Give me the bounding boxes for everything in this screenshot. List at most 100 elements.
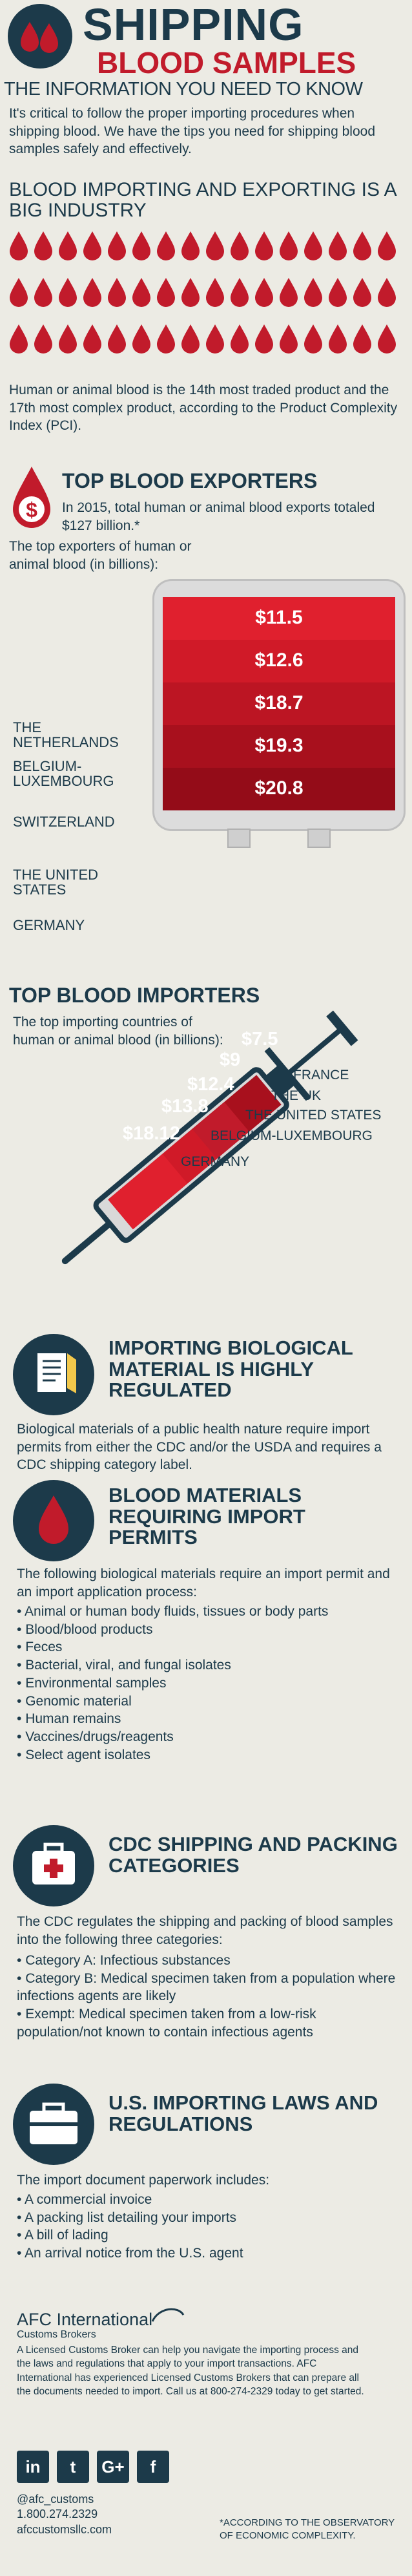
blood-drop-icon [132,324,150,354]
industry-text-wrap: Human or animal blood is the 14th most t… [0,381,412,435]
list-item: Animal or human body fluids, tissues or … [17,1603,398,1621]
blood-drop-icon [108,278,126,307]
list-item: A bill of lading [17,2226,398,2244]
blood-bag: $11.5 $12.6 $18.7 $19.3 $20.8 [152,579,406,848]
syringe-illustration [61,1010,358,1265]
list-item: Bacterial, viral, and fungal isolates [17,1656,398,1674]
handle[interactable]: @afc_customs [17,2493,94,2506]
blood-drop-icon [34,231,52,260]
importers-section: TOP BLOOD IMPORTERS The top importing co… [0,984,412,1321]
footer-text: A Licensed Customs Broker can help you n… [17,2345,364,2398]
facebook-icon[interactable]: f [137,2451,169,2483]
list-item: Blood/blood products [17,1621,398,1639]
exporters-caption: The top exporters of human or animal blo… [9,539,192,572]
website[interactable]: afccustomsllc.com [17,2522,112,2536]
header: SHIPPING BLOOD SAMPLES THE INFORMATION Y… [0,0,412,100]
blood-drop-icon [59,231,77,260]
blood-drop-icon [83,231,101,260]
permits-list: Animal or human body fluids, tissues or … [17,1603,398,1764]
export-country: THE UNITED STATES [13,867,98,898]
list-item: An arrival notice from the U.S. agent [17,2244,398,2263]
blood-drop-icon [10,231,28,260]
list-item: Category A: Infectious substances [17,1952,398,1970]
export-bar: $18.7 [163,682,395,725]
exporters-stat: In 2015, total human or animal blood exp… [62,500,375,533]
drop-row [8,323,398,354]
export-bar: $12.6 [163,640,395,682]
intro-text: It's critical to follow the proper impor… [9,106,376,157]
import-country: BELGIUM-LUXEMBOURG [211,1128,373,1143]
svg-text:$: $ [26,498,37,522]
title-line1: SHIPPING [83,0,304,50]
phone[interactable]: 1.800.274.2329 [17,2507,98,2521]
import-value: $9 [220,1050,241,1070]
list-item: Select agent isolates [17,1746,398,1764]
list-item: A packing list detailing your imports [17,2209,398,2227]
blood-drop-icon [304,324,322,354]
blood-drop-icon [206,324,224,354]
blood-drops-logo [8,4,72,69]
bag-port-right [307,829,331,848]
brand-sub: Customs Brokers [17,2329,96,2340]
blood-drop-icon [108,324,126,354]
regulated-heading: IMPORTING BIOLOGICAL MATERIAL IS HIGHLY … [108,1336,353,1402]
export-value: $12.6 [254,649,304,671]
industry-heading: BLOOD IMPORTING AND EXPORTING IS A BIG I… [9,179,397,221]
cdc-intro: The CDC regulates the shipping and packi… [17,1914,393,1947]
cdc-list: Category A: Infectious substancesCategor… [17,1952,398,2042]
bag-port-left [227,829,251,848]
blood-drop-icon [304,231,322,260]
linkedin-icon[interactable]: in [17,2451,49,2483]
permits-intro: The following biological materials requi… [17,1567,390,1599]
blood-drop-icon [39,1495,68,1544]
export-bar: $19.3 [163,725,395,768]
export-bar: $11.5 [163,597,395,640]
drop-row [8,230,398,261]
regulated-text: Biological materials of a public health … [17,1422,382,1473]
first-aid-kit-icon [32,1842,75,1884]
export-bars: $11.5 $12.6 $18.7 $19.3 $20.8 [163,597,395,810]
import-value: $18.12 [123,1123,180,1144]
blood-drop-icon [10,278,28,307]
dollar-drop-icon: $ [13,467,50,528]
list-item: A commercial invoice [17,2191,398,2209]
blood-drop-icon [83,324,101,354]
list-item: Exempt: Medical specimen taken from a lo… [17,2005,398,2041]
export-value: $20.8 [254,777,304,799]
kit-circle [13,1825,94,1906]
briefcase-circle [13,2084,94,2165]
intro: It's critical to follow the proper impor… [0,105,412,158]
blood-drop-icon [132,231,150,260]
list-item: Human remains [17,1710,398,1728]
blood-drop-icon [10,324,28,354]
industry-section: BLOOD IMPORTING AND EXPORTING IS A BIG I… [0,180,412,220]
briefcase-icon [30,2102,77,2144]
blood-drop-icon [132,278,150,307]
exporters-heading: TOP BLOOD EXPORTERS [62,469,318,492]
blood-drop-icon [280,278,298,307]
title-line2: BLOOD SAMPLES [97,46,356,79]
document-circle [13,1334,94,1415]
blood-drop-icon [157,278,175,307]
twitter-icon[interactable]: t [57,2451,89,2483]
export-country: THE NETHERLANDS [13,719,119,751]
permits-heading: BLOOD MATERIALS REQUIRING IMPORT PERMITS [108,1484,305,1549]
blood-drop-icon [353,231,371,260]
google-plus-icon[interactable]: G+ [97,2451,129,2483]
laws-list: A commercial invoiceA packing list detai… [17,2191,398,2263]
blood-drop-icon [353,278,371,307]
blood-drop-icon [231,231,249,260]
blood-drop-icon [108,231,126,260]
blood-drop-icon [329,231,347,260]
export-value: $11.5 [255,607,303,628]
import-value: $13.8 [161,1096,209,1117]
importers-caption: The top importing countries of human or … [13,1015,223,1048]
blood-drop-icon [280,231,298,260]
list-item: Feces [17,1638,398,1656]
import-value: $12.4 [187,1074,234,1095]
blood-drop-icon [157,231,175,260]
blood-drop-icon [255,324,273,354]
blood-drops-icon [21,22,58,53]
cdc-heading: CDC SHIPPING AND PACKING CATEGORIES [108,1833,398,1877]
blood-drop-icon [206,231,224,260]
